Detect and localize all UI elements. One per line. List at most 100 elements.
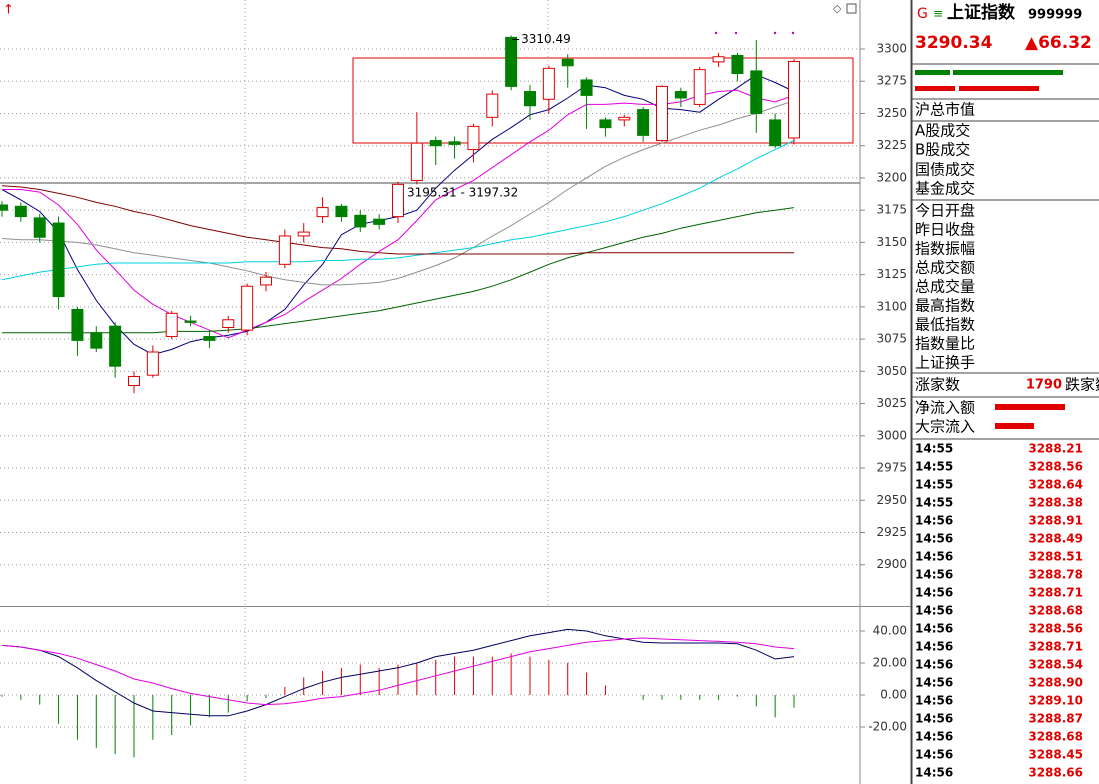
tick-time: 14:56: [915, 730, 953, 744]
candle-body: [335, 205, 348, 218]
line-series: [1, 185, 794, 255]
tick-price: 3288.66: [1028, 766, 1083, 780]
y-tick-label: 3250: [876, 106, 907, 120]
flow-bar: [995, 404, 1065, 410]
candle-body: [524, 91, 536, 107]
info-label: B股成交: [915, 141, 970, 159]
y-tick-label: 3175: [876, 203, 907, 217]
candle-body: [109, 325, 122, 367]
candle-body: [354, 214, 367, 228]
y-tick-label: 3000: [876, 428, 907, 442]
box-drawing: [352, 57, 854, 144]
candle-body: [71, 308, 84, 341]
candle-body: [467, 125, 480, 151]
y-tick-label: 2925: [876, 525, 907, 539]
candle-body: [0, 204, 8, 211]
candle-body: [260, 276, 272, 286]
candle-body: [392, 183, 404, 218]
info-label: 今日开盘: [915, 202, 975, 220]
tick-time: 14:56: [915, 658, 953, 672]
up-count: 1790: [1026, 378, 1062, 393]
tick-price: 3288.78: [1028, 568, 1083, 582]
candle-body: [203, 336, 216, 341]
candle-body: [599, 119, 612, 129]
candle-body: [165, 312, 178, 338]
tick-price: 3288.51: [1028, 550, 1083, 564]
window-icon[interactable]: [846, 3, 857, 14]
candle-body: [731, 54, 744, 74]
info-label: A股成交: [915, 122, 970, 140]
info-label: 沪总市值: [915, 101, 975, 119]
tick-time: 14:56: [915, 568, 953, 582]
candle-body: [561, 58, 574, 67]
flow-bar: [995, 423, 1034, 429]
tick-price: 3288.56: [1028, 460, 1083, 474]
candle-body: [486, 93, 499, 118]
candle-body: [52, 222, 65, 298]
tick-price: 3288.56: [1028, 622, 1083, 636]
annotation: 3195.31 - 3197.32: [407, 186, 518, 200]
y-tick-label: 3275: [876, 74, 907, 88]
candle-body: [241, 285, 254, 331]
info-label: 总成交量: [915, 278, 975, 296]
candle-body: [316, 207, 329, 218]
line-series: [1, 100, 795, 286]
volume-bar: [915, 86, 955, 91]
candle-body: [674, 91, 687, 99]
tick-price: 3288.68: [1028, 730, 1083, 744]
y-tick-label: 2950: [876, 493, 907, 507]
tick-price: 3288.21: [1028, 442, 1083, 456]
y-tick-label: 2900: [876, 557, 907, 571]
info-label: 最低指数: [915, 316, 975, 334]
tick-price: 3288.64: [1028, 478, 1083, 492]
volume-bar: [915, 70, 950, 75]
volume-bar: [953, 70, 1063, 75]
candle-body: [637, 109, 650, 136]
candle-body: [14, 205, 27, 218]
tick-price: 3288.91: [1028, 514, 1083, 528]
tick-price: 3288.49: [1028, 532, 1083, 546]
down-count-label: 跌家数: [1065, 376, 1099, 394]
markers: [714, 31, 795, 35]
info-label: 总成交额: [915, 259, 975, 277]
candle-body: [448, 141, 461, 145]
up-count-label: 涨家数: [915, 376, 960, 394]
menu-icon: ≡: [933, 7, 943, 21]
info-label: 最高指数: [915, 297, 975, 315]
candle-body: [222, 319, 235, 328]
y-tick-label: 3200: [876, 170, 907, 184]
candle-body: [297, 231, 310, 237]
candle-body: [788, 60, 800, 139]
tick-price: 3288.90: [1028, 676, 1083, 690]
tick-time: 14:55: [915, 478, 953, 492]
candle-body: [146, 351, 159, 376]
tick-price: 3288.54: [1028, 658, 1083, 672]
y-tick-label: 2975: [876, 461, 907, 475]
tick-time: 14:56: [915, 550, 953, 564]
y-tick-label: 3100: [876, 299, 907, 313]
y-tick-label: 3225: [876, 138, 907, 152]
candle-body: [693, 69, 706, 105]
tick-time: 14:56: [915, 604, 953, 618]
code-letter: G: [917, 6, 928, 22]
candle-body: [373, 218, 386, 225]
line-series: [1, 637, 795, 706]
candle-body: [184, 320, 197, 323]
tick-time: 14:55: [915, 442, 953, 456]
tick-price: 3288.71: [1028, 640, 1083, 654]
diamond-icon[interactable]: ◇: [833, 2, 842, 15]
candle-body: [769, 119, 782, 147]
tick-time: 14:56: [915, 622, 953, 636]
candle-body: [410, 142, 423, 182]
candle-body: [656, 85, 668, 142]
tick-price: 3288.68: [1028, 604, 1083, 618]
y-tick-label: 20.00: [873, 656, 907, 670]
info-label: 昨日收盘: [915, 221, 975, 239]
volume-bar: [959, 86, 1039, 91]
y-tick-label: 3150: [876, 235, 907, 249]
tick-time: 14:56: [915, 748, 953, 762]
y-tick-label: 3125: [876, 267, 907, 281]
tick-time: 14:56: [915, 694, 953, 708]
candle-body: [90, 332, 103, 349]
